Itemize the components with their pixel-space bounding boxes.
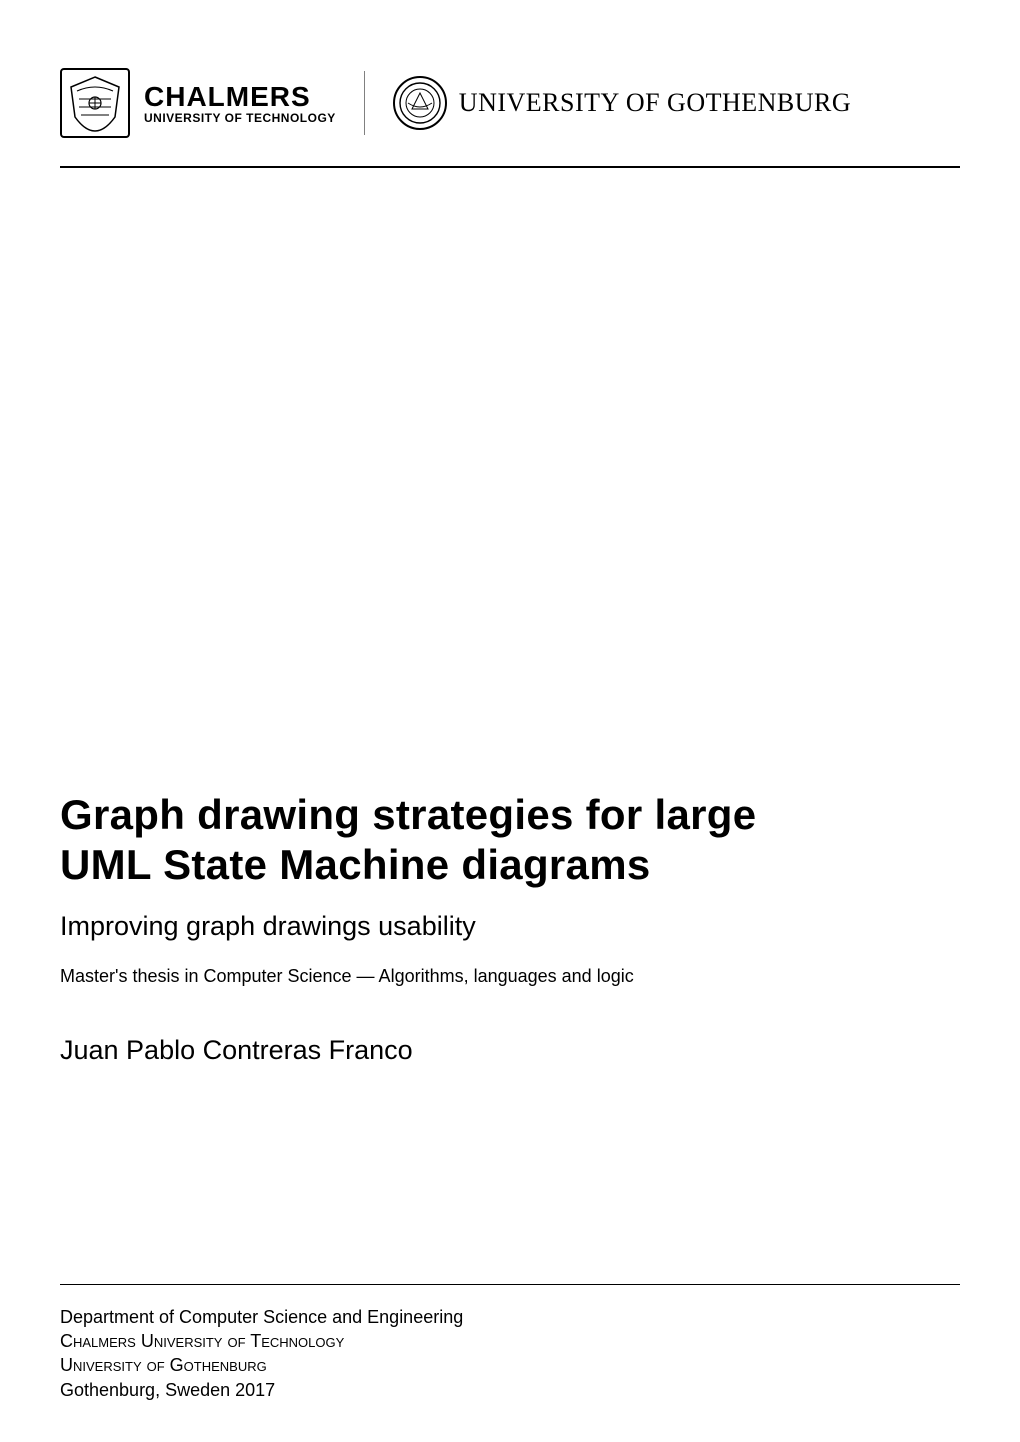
header-logos: CHALMERS UNIVERSITY OF TECHNOLOGY UNIVER… [60, 60, 960, 146]
footer-text: Department of Computer Science and Engin… [60, 1305, 960, 1402]
footer-chalmers: Chalmers University of Technology [60, 1329, 960, 1353]
chalmers-crest-svg [65, 73, 125, 133]
footer-department: Department of Computer Science and Engin… [60, 1305, 960, 1329]
gothenburg-name: UNIVERSITY OF GOTHENBURG [459, 88, 851, 118]
title-line-2: UML State Machine diagrams [60, 841, 651, 888]
footer-rule [60, 1284, 960, 1285]
title-line-1: Graph drawing strategies for large [60, 791, 756, 838]
gothenburg-logo-block: UNIVERSITY OF GOTHENBURG [393, 76, 851, 130]
chalmers-logo-block: CHALMERS UNIVERSITY OF TECHNOLOGY [60, 68, 336, 138]
subtitle: Improving graph drawings usability [60, 911, 960, 942]
title: Graph drawing strategies for large UML S… [60, 790, 960, 889]
gu-seal-svg [398, 81, 442, 125]
page: CHALMERS UNIVERSITY OF TECHNOLOGY UNIVER… [0, 0, 1020, 1442]
footer-gu: University of Gothenburg [60, 1353, 960, 1377]
chalmers-subtitle: UNIVERSITY OF TECHNOLOGY [144, 112, 336, 124]
author: Juan Pablo Contreras Franco [60, 1035, 960, 1066]
chalmers-text: CHALMERS UNIVERSITY OF TECHNOLOGY [144, 83, 336, 124]
thesis-line: Master's thesis in Computer Science — Al… [60, 966, 960, 987]
logo-divider [364, 71, 365, 135]
header-rule [60, 166, 960, 168]
title-block: Graph drawing strategies for large UML S… [60, 790, 960, 1066]
chalmers-crest-icon [60, 68, 130, 138]
gu-seal-icon [393, 76, 447, 130]
footer-place-year: Gothenburg, Sweden 2017 [60, 1378, 960, 1402]
chalmers-name: CHALMERS [144, 83, 336, 111]
footer-block: Department of Computer Science and Engin… [60, 1284, 960, 1402]
